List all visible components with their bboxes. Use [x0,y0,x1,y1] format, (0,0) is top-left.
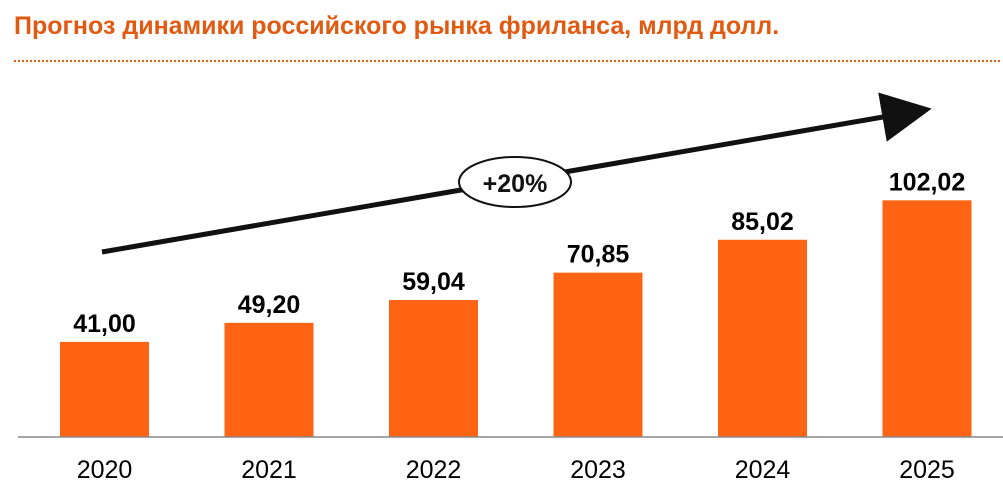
x-tick-label-2024: 2024 [735,456,791,484]
growth-ellipse [458,156,572,208]
bar-2022 [389,300,478,437]
growth-label: +20% [483,170,548,198]
bar-2025 [882,200,972,437]
x-tick-label-2020: 2020 [77,456,133,484]
x-tick-label-2021: 2021 [241,456,297,484]
data-label-2020: 41,00 [73,310,136,338]
bar-2023 [553,272,643,437]
bar-2021 [224,322,314,437]
trend-annotation: +20% [101,92,932,255]
page-title: Прогноз динамики российского рынка фрила… [14,12,780,40]
title-divider [14,60,1000,62]
x-tick-label-2025: 2025 [899,456,955,484]
data-label-2023: 70,85 [567,241,630,269]
data-label-2025: 102,02 [889,168,965,196]
x-tick-label-2023: 2023 [570,456,626,484]
data-label-2024: 85,02 [731,208,794,236]
data-label-2021: 49,20 [238,291,301,319]
bar-2024 [718,239,807,437]
x-tick-label-2022: 2022 [406,456,462,484]
bar-2020 [60,341,149,437]
data-label-2022: 59,04 [402,268,465,296]
